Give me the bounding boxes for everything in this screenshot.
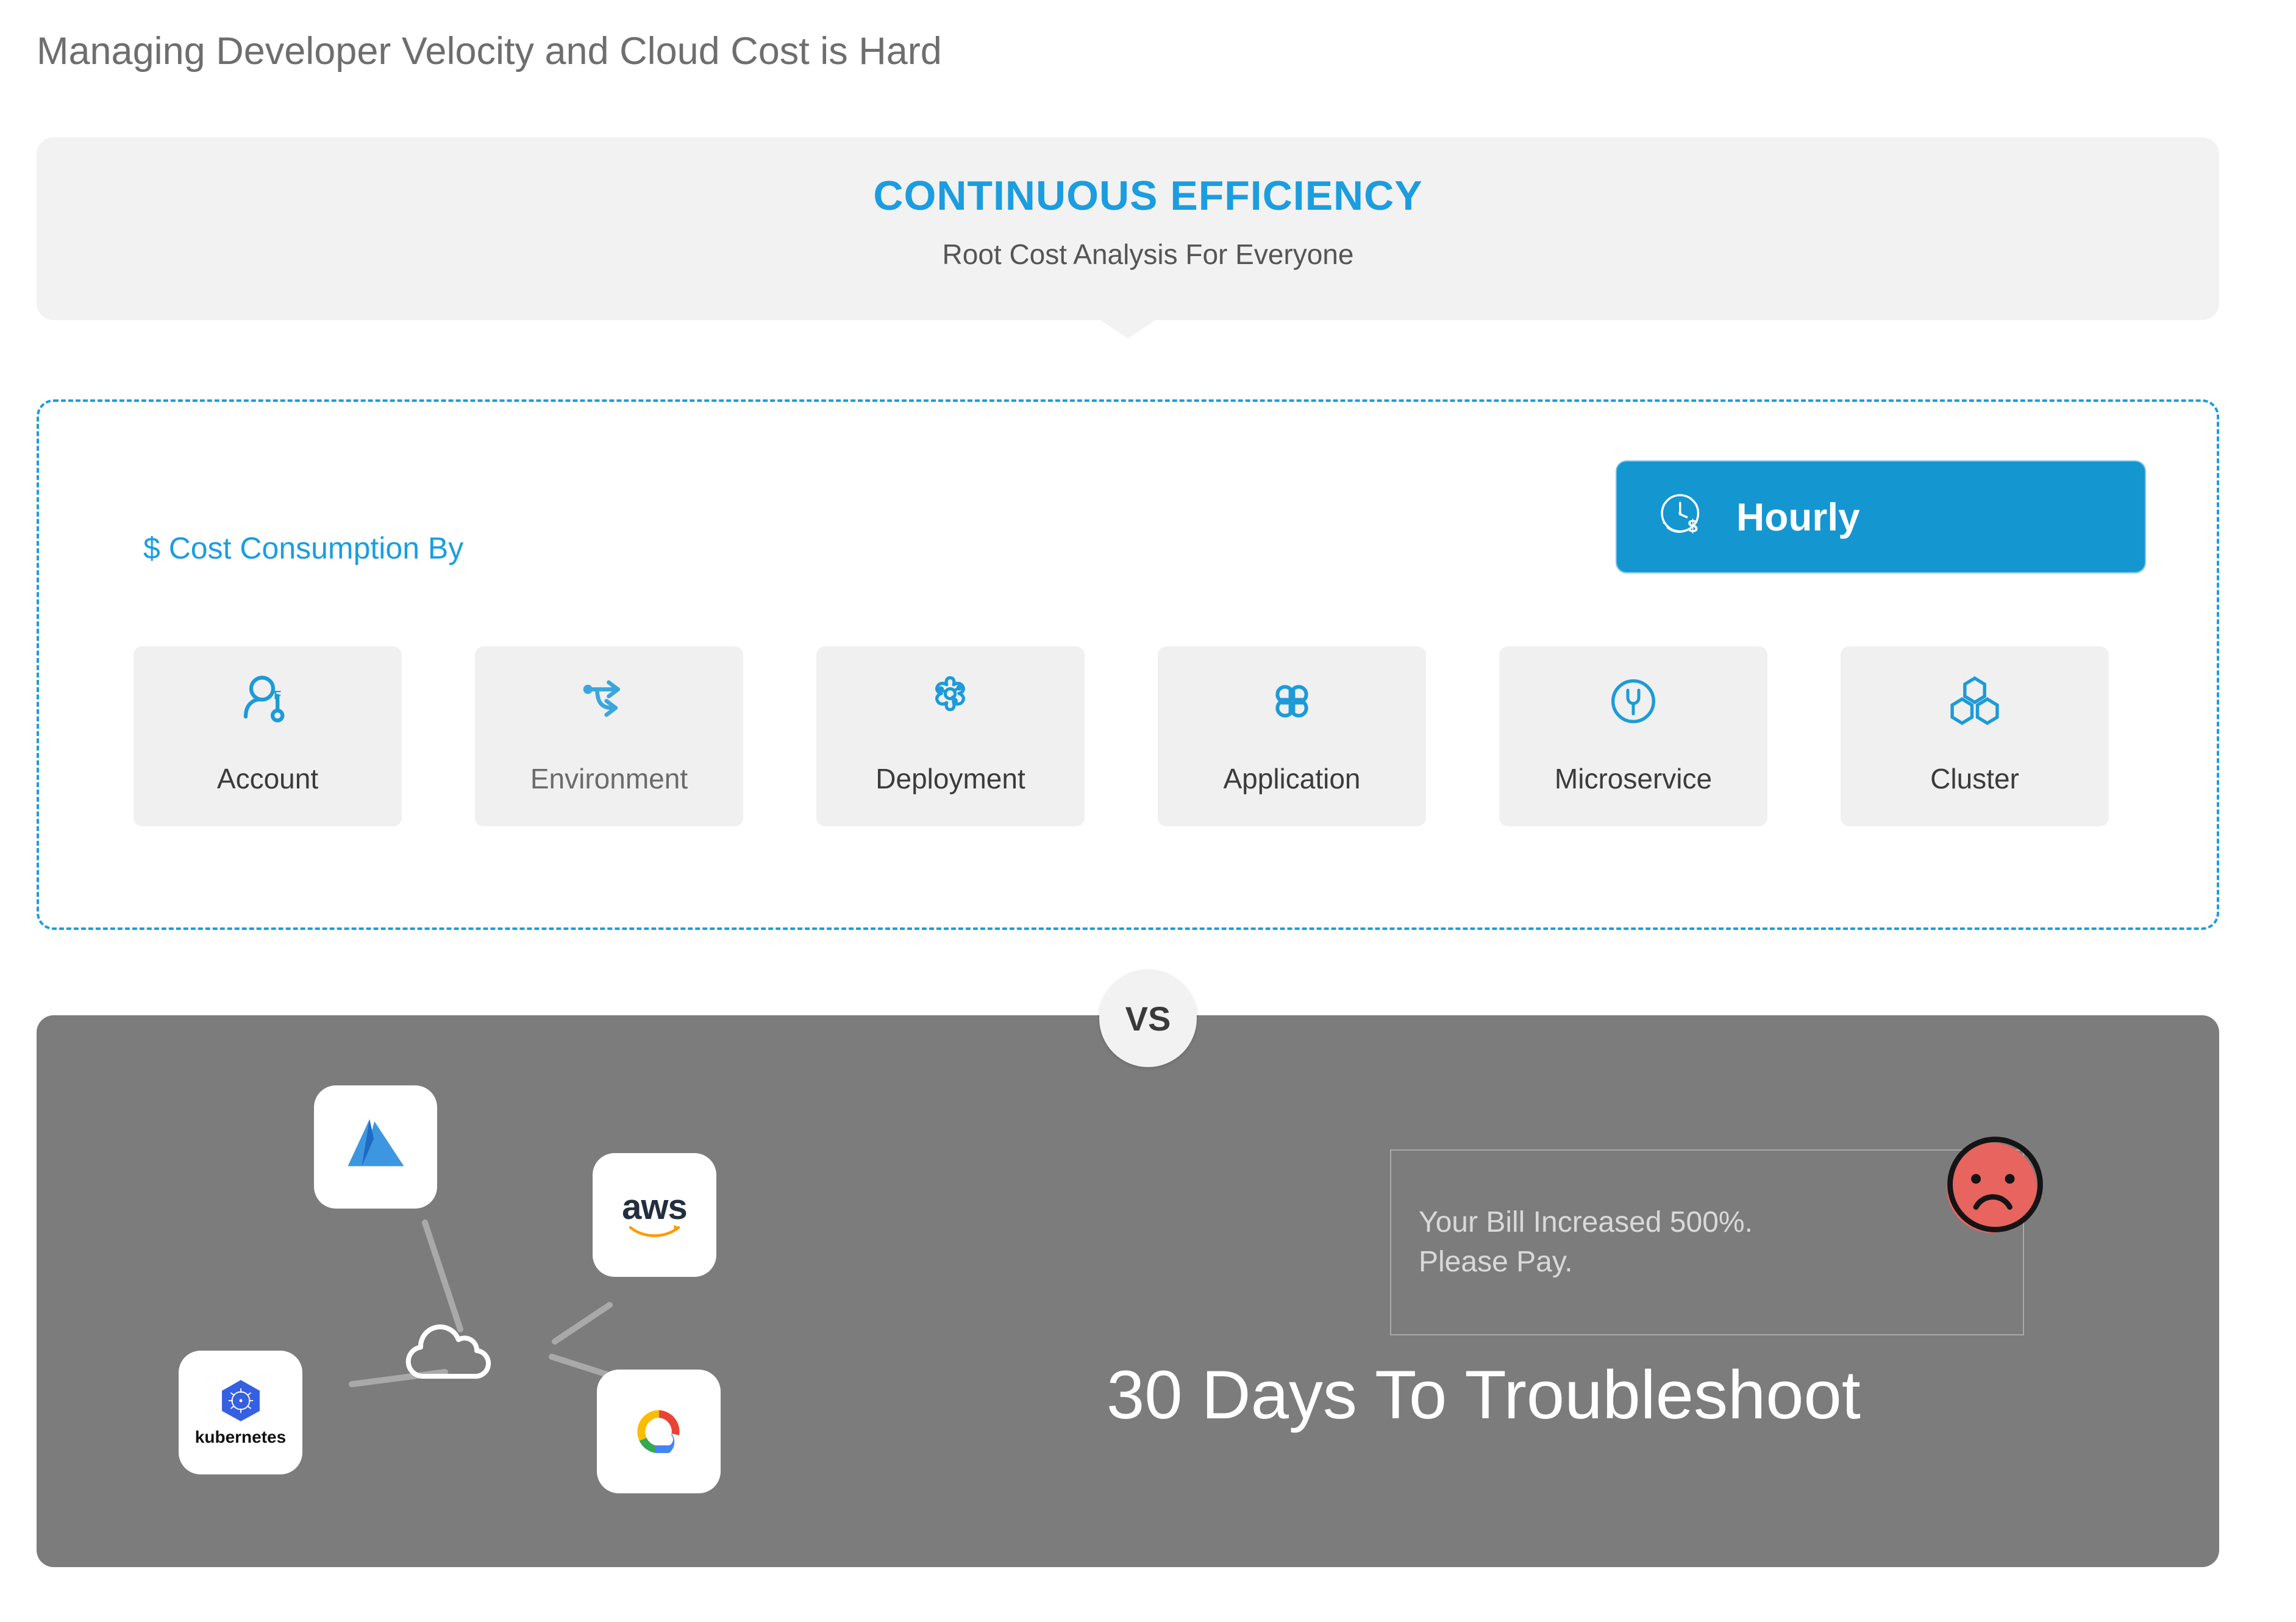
svg-text:F: F (274, 688, 281, 702)
svg-text:$: $ (1688, 516, 1698, 537)
